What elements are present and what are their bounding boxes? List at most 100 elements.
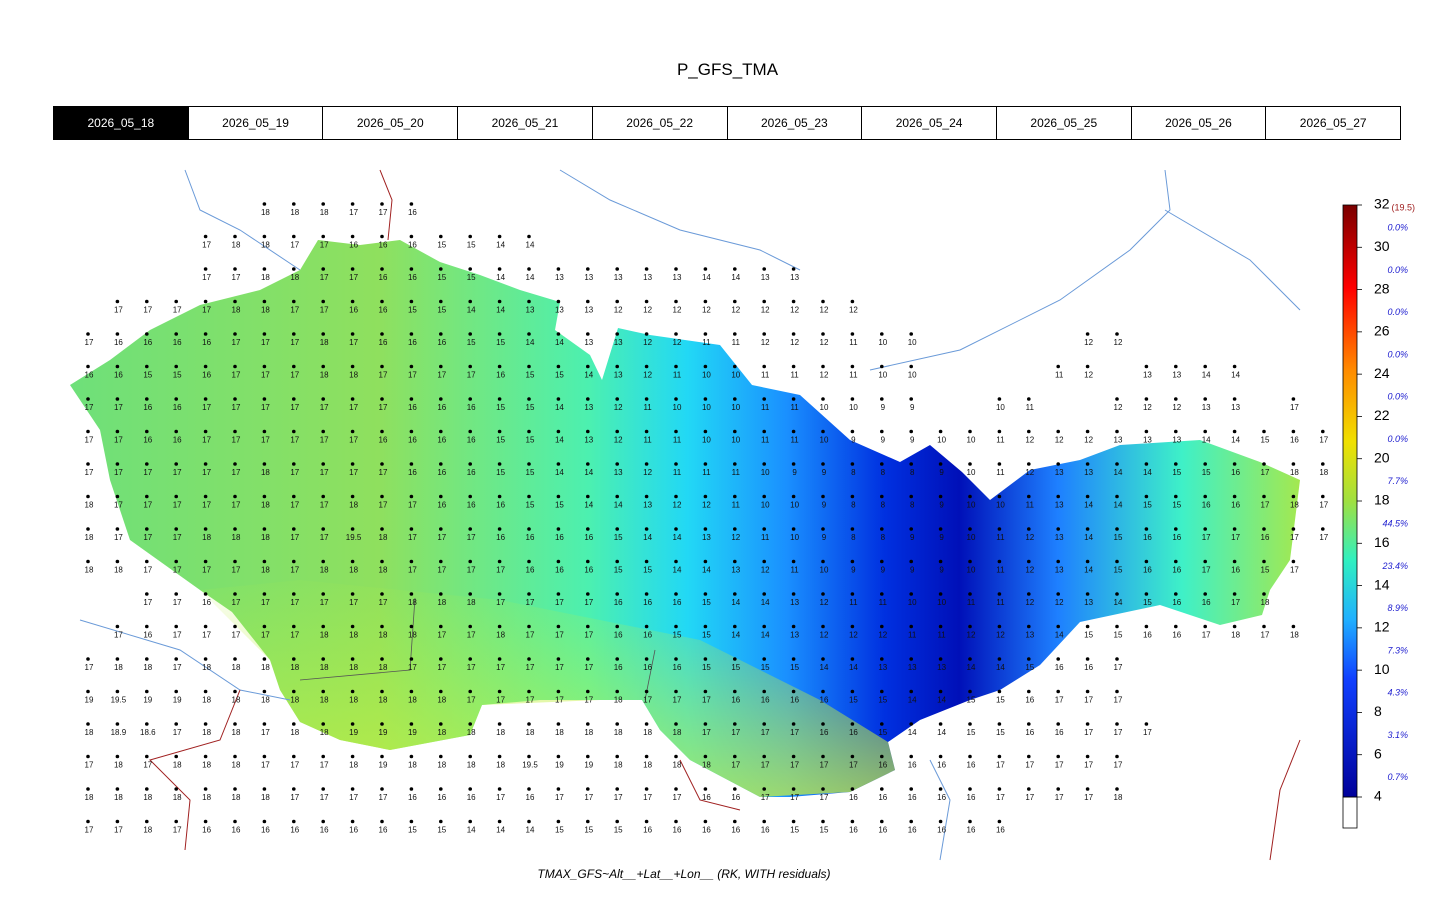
- date-tab[interactable]: 2026_05_22: [591, 107, 727, 139]
- station-value: 17: [1231, 533, 1240, 542]
- date-tab[interactable]: 2026_05_21: [457, 107, 592, 139]
- station-dot: [527, 397, 531, 401]
- station-value: 13: [673, 273, 682, 282]
- station-dot: [762, 462, 766, 466]
- station-value: 16: [673, 598, 682, 607]
- station-value: 17: [143, 533, 152, 542]
- station-value: 19: [408, 728, 417, 737]
- station-value: 15: [1261, 436, 1270, 445]
- station-value: 18: [614, 761, 623, 770]
- station-dot: [1056, 429, 1060, 434]
- station-dot: [762, 559, 766, 564]
- date-tab[interactable]: 2026_05_19: [187, 107, 323, 139]
- station-dot: [115, 657, 120, 661]
- station-value: 17: [290, 306, 299, 315]
- station-dot: [1174, 494, 1178, 499]
- station-dot: [321, 494, 326, 499]
- station-dot: [909, 429, 913, 434]
- station-dot: [174, 332, 178, 336]
- station-value: 17: [379, 208, 388, 217]
- station-value: 18: [702, 761, 711, 770]
- station-value: 13: [731, 566, 740, 575]
- station-dot: [556, 819, 561, 824]
- station-dot: [321, 202, 326, 206]
- date-tab[interactable]: 2026_05_25: [995, 107, 1131, 139]
- station-value: 15: [1084, 631, 1093, 640]
- station-value: 12: [820, 338, 829, 347]
- station-dot: [439, 364, 443, 369]
- station-dot: [380, 689, 384, 694]
- station-dot: [203, 332, 208, 336]
- station-dot: [909, 462, 913, 466]
- date-tab[interactable]: 2026_05_23: [726, 107, 862, 139]
- station-value: 11: [761, 436, 770, 445]
- station-dot: [292, 689, 296, 694]
- station-dot: [1085, 624, 1090, 629]
- station-dot: [791, 592, 796, 596]
- station-dot: [703, 787, 708, 791]
- station-value: 16: [467, 501, 476, 510]
- station-dot: [350, 364, 355, 369]
- station-dot: [262, 429, 267, 434]
- station-value: 17: [467, 696, 476, 705]
- station-dot: [997, 754, 1002, 759]
- station-value: 17: [702, 696, 711, 705]
- date-tab[interactable]: 2026_05_18: [54, 107, 188, 139]
- station-value: 16: [467, 403, 476, 412]
- station-value: 17: [261, 728, 270, 737]
- station-value: 17: [85, 761, 94, 770]
- station-value: 17: [790, 761, 799, 770]
- station-dot: [1056, 689, 1060, 694]
- station-dot: [938, 722, 943, 726]
- station-dot: [1056, 364, 1060, 369]
- station-dot: [409, 494, 414, 499]
- station-value: 17: [496, 663, 505, 672]
- station-dot: [439, 689, 443, 694]
- station-dot: [292, 592, 296, 596]
- date-tab[interactable]: 2026_05_26: [1130, 107, 1266, 139]
- station-value: 17: [349, 436, 358, 445]
- station-dot: [321, 397, 326, 401]
- station-dot: [497, 429, 502, 434]
- date-tab[interactable]: 2026_05_20: [322, 107, 457, 139]
- station-dot: [674, 462, 678, 466]
- station-value: 18: [496, 728, 505, 737]
- station-dot: [1056, 559, 1060, 564]
- station-dot: [791, 397, 796, 401]
- date-tab[interactable]: 2026_05_24: [861, 107, 996, 139]
- station-value: 12: [1172, 403, 1181, 412]
- station-value: 17: [408, 566, 417, 575]
- station-dot: [615, 527, 619, 531]
- station-value: 13: [555, 273, 564, 282]
- station-value: 12: [1025, 533, 1034, 542]
- station-dot: [880, 397, 884, 401]
- station-value: 10: [996, 501, 1005, 510]
- station-value: 16: [526, 793, 535, 802]
- station-value: 17: [1290, 566, 1299, 575]
- station-dot: [468, 462, 473, 466]
- station-dot: [1027, 592, 1031, 596]
- station-dot: [791, 722, 796, 726]
- station-value: 11: [673, 371, 682, 380]
- date-tab[interactable]: 2026_05_27: [1265, 107, 1400, 139]
- station-dot: [115, 494, 120, 499]
- station-dot: [409, 722, 414, 726]
- station-value: 17: [290, 761, 299, 770]
- station-value: 17: [408, 371, 417, 380]
- station-dot: [1085, 592, 1090, 596]
- station-dot: [321, 689, 326, 694]
- station-dot: [703, 429, 708, 434]
- station-dot: [380, 202, 384, 206]
- station-dot: [1115, 592, 1119, 596]
- station-value: 17: [143, 566, 152, 575]
- station-value: 11: [761, 403, 770, 412]
- station-value: 13: [584, 338, 593, 347]
- station-dot: [644, 332, 649, 336]
- station-value: 13: [908, 663, 917, 672]
- station-dot: [527, 234, 531, 239]
- station-value: 18: [408, 696, 417, 705]
- station-value: 17: [1290, 403, 1299, 412]
- colorbar-below: [1342, 796, 1358, 829]
- station-dot: [556, 722, 561, 726]
- station-value: 17: [349, 468, 358, 477]
